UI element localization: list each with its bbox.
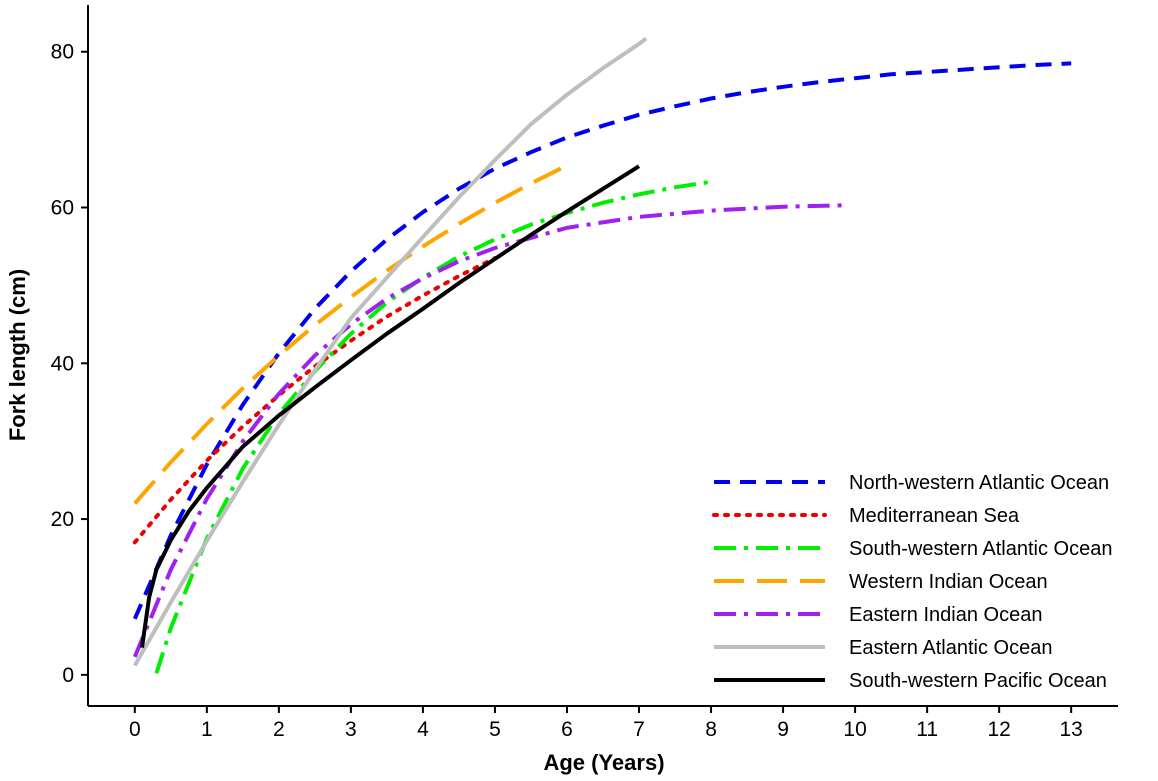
y-tick-label: 20 [51, 508, 74, 531]
y-tick-label: 60 [51, 197, 74, 220]
x-tick-label: 5 [489, 718, 501, 741]
x-tick-label: 12 [987, 718, 1010, 741]
legend-label: North-western Atlantic Ocean [849, 472, 1109, 494]
series-line-5 [132, 203, 848, 658]
x-tick-label: 9 [777, 718, 789, 741]
x-tick-label: 13 [1060, 718, 1083, 741]
x-tick-label: 2 [273, 718, 285, 741]
legend: North-western Atlantic Ocean Mediterranea… [712, 472, 1112, 692]
x-tick-label: 10 [843, 718, 866, 741]
series-lines [132, 36, 1072, 674]
legend-label: Eastern Atlantic Ocean [849, 637, 1052, 659]
series-line-7 [140, 164, 641, 648]
x-axis-title: Age (Years) [543, 750, 664, 775]
series-line-1 [132, 61, 1072, 620]
x-tick-label: 0 [129, 718, 141, 741]
x-tick-label: 1 [201, 718, 213, 741]
legend-label: Western Indian Ocean [849, 571, 1048, 593]
x-tick-label: 11 [916, 718, 938, 741]
x-tick-label: 8 [705, 718, 717, 741]
series-line-2 [132, 256, 497, 545]
legend-label: South-western Atlantic Ocean [849, 538, 1112, 560]
legend-label: Eastern Indian Ocean [849, 604, 1042, 626]
y-tick-label: 40 [51, 352, 74, 375]
y-tick-label: 0 [62, 664, 74, 687]
series-line-4 [133, 163, 568, 505]
x-tick-label: 6 [561, 718, 573, 741]
x-tick-label: 3 [345, 718, 357, 741]
x-tick-label: 4 [417, 718, 429, 741]
x-tick-label: 7 [633, 718, 645, 741]
axes [87, 5, 1118, 707]
y-axis-title: Fork length (cm) [5, 269, 30, 441]
legend-label: South-western Pacific Ocean [849, 670, 1107, 692]
series-line-6 [133, 36, 648, 667]
legend-label: Mediterranean Sea [849, 505, 1020, 527]
y-tick-label: 80 [51, 41, 74, 64]
